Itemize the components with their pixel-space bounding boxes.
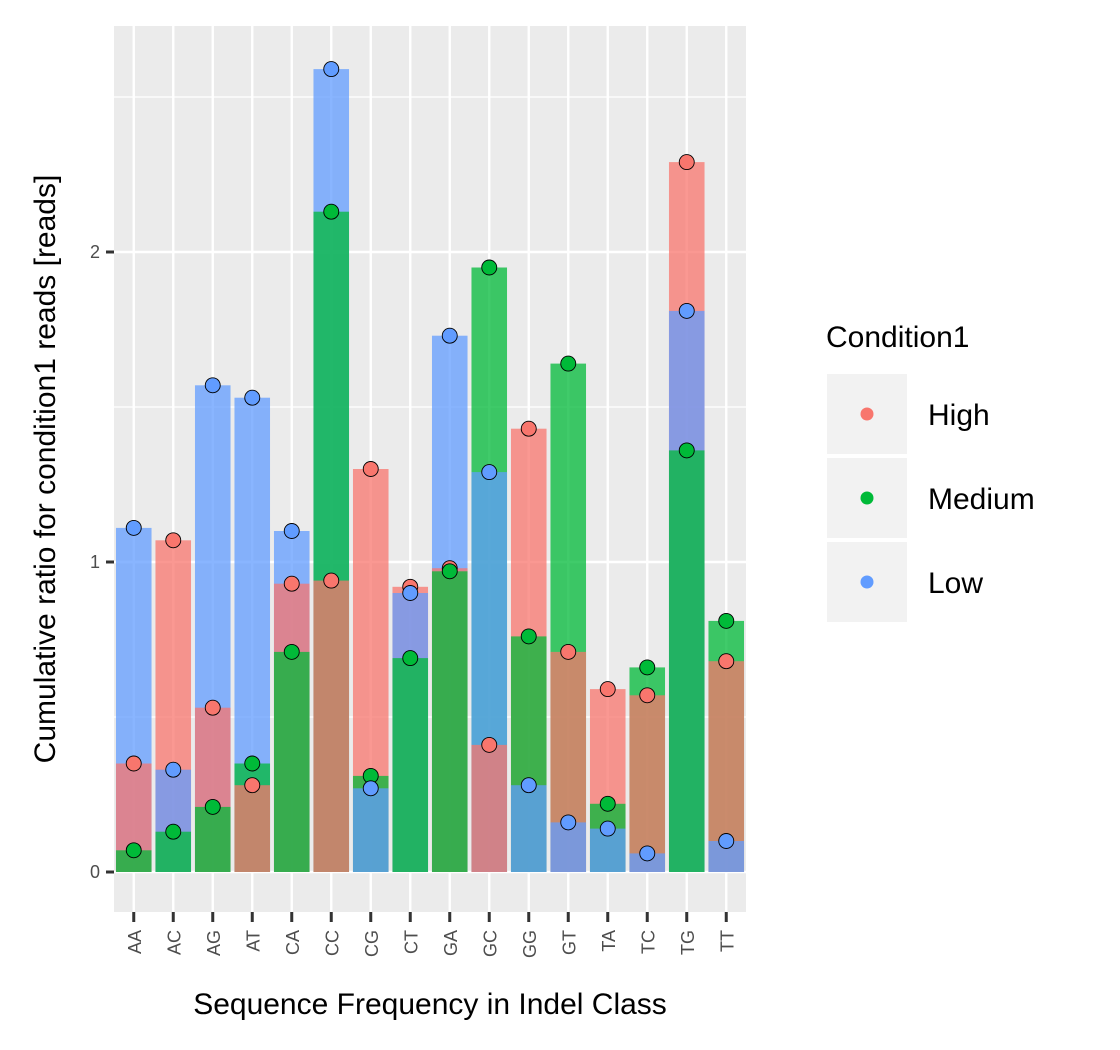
point-AT-low — [244, 389, 261, 406]
point-GT-high — [560, 643, 577, 660]
point-CG-high — [362, 461, 379, 477]
point-TA-medium — [599, 795, 616, 812]
point-TA-high — [599, 681, 616, 698]
bar-CG-low — [352, 788, 389, 872]
y-axis-label: Cumulative ratio for condition1 reads [r… — [29, 175, 62, 764]
point-TC-medium — [639, 659, 656, 676]
point-GC-low — [481, 464, 498, 481]
legend-label-low: Low — [928, 567, 983, 600]
point-TG-medium — [678, 442, 695, 459]
bar-CT-medium — [392, 658, 429, 872]
x-tick-label: AA — [125, 930, 145, 954]
bar-TG-medium — [668, 450, 705, 872]
point-AC-medium — [165, 823, 182, 840]
point-TT-medium — [718, 612, 735, 629]
bar-AA-medium — [115, 850, 152, 872]
legend-swatch-low — [860, 575, 874, 589]
legend-title: Condition1 — [826, 321, 969, 354]
legend-label-high: High — [928, 399, 990, 432]
point-TG-high — [678, 154, 695, 171]
x-axis-label: Sequence Frequency in Indel Class — [193, 988, 667, 1021]
bar-CA-medium — [273, 651, 310, 872]
bars — [115, 69, 745, 873]
point-CT-medium — [402, 650, 419, 667]
point-AA-high — [125, 755, 142, 772]
x-tick-label: GT — [559, 930, 579, 955]
legend: Condition1 High Medium Low — [826, 321, 1035, 622]
point-CC-low — [323, 61, 340, 78]
x-tick-label: TG — [678, 930, 698, 955]
x-tick-label: CC — [322, 930, 342, 956]
point-AT-medium — [244, 755, 261, 772]
axes: 0 1 2 AA AC AG AT CA CC CG CT GA GC GG GT TA TC TG TT — [90, 242, 737, 958]
point-TC-high — [639, 687, 656, 704]
point-AA-low — [125, 519, 142, 536]
point-CT-low — [402, 585, 419, 601]
x-tick-label: AC — [164, 930, 184, 955]
point-GT-low — [560, 814, 577, 831]
point-GG-medium — [520, 628, 537, 645]
point-TA-low — [599, 820, 616, 837]
point-GG-high — [520, 420, 537, 437]
y-tick-label: 1 — [90, 552, 100, 572]
point-CC-high — [323, 572, 340, 589]
point-TT-high — [718, 653, 735, 670]
point-CG-low — [362, 780, 379, 797]
point-GC-high — [481, 736, 498, 753]
x-tick-label: AG — [204, 930, 224, 956]
y-tick-label: 2 — [90, 242, 100, 262]
point-GC-medium — [481, 259, 498, 276]
point-CA-high — [283, 575, 300, 592]
point-TG-low — [678, 302, 695, 319]
point-AG-high — [204, 699, 221, 716]
x-tick-label: CA — [283, 930, 303, 955]
x-tick-label: CG — [362, 930, 382, 957]
point-CC-medium — [323, 203, 340, 220]
x-tick-label: GC — [480, 930, 500, 957]
point-TT-low — [718, 833, 735, 849]
point-AC-low — [165, 761, 182, 778]
point-AG-low — [204, 377, 221, 394]
bar-TC-low — [629, 853, 666, 872]
point-AG-medium — [204, 798, 221, 815]
x-tick-label: TT — [717, 930, 737, 952]
bar-GA-medium — [431, 571, 468, 872]
point-GT-medium — [560, 355, 577, 372]
points — [125, 61, 735, 862]
point-CA-medium — [283, 643, 300, 660]
point-TC-low — [639, 845, 656, 862]
x-tick-label: GG — [520, 930, 540, 958]
bar-CC-high — [313, 580, 350, 872]
bar-TC-high — [629, 695, 666, 872]
bar-AG-medium — [194, 806, 231, 872]
point-GG-low — [520, 777, 537, 794]
legend-swatch-high — [860, 407, 874, 421]
x-tick-label: TA — [599, 930, 619, 952]
bar-GT-low — [550, 822, 587, 872]
point-GA-medium — [441, 563, 458, 580]
point-GA-low — [441, 327, 458, 344]
point-AT-high — [244, 777, 261, 794]
point-CA-low — [283, 523, 300, 539]
bar-AT-high — [234, 785, 271, 872]
x-tick-label: GA — [441, 930, 461, 956]
x-tick-label: TC — [638, 930, 658, 954]
x-tick-label: CT — [401, 930, 421, 954]
legend-label-medium: Medium — [928, 483, 1035, 516]
y-tick-label: 0 — [90, 862, 100, 882]
point-AC-high — [165, 532, 182, 549]
bar-GG-low — [510, 785, 547, 872]
bar-GC-high — [471, 744, 508, 872]
x-tick-label: AT — [243, 930, 263, 952]
legend-swatch-medium — [860, 491, 874, 505]
point-AA-medium — [125, 842, 142, 859]
